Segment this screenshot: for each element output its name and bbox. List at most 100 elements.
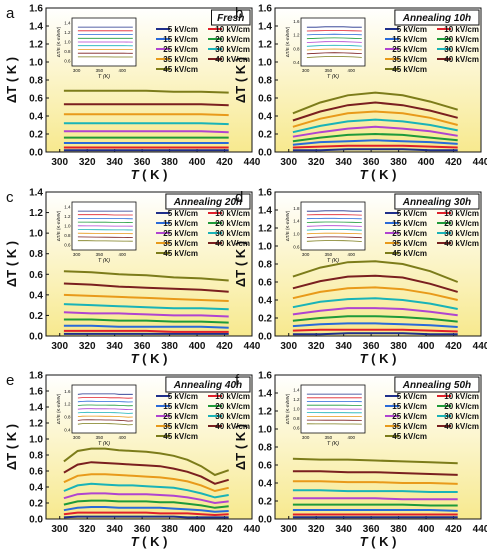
inset-x-axis-label: T (K) bbox=[327, 74, 339, 80]
x-tick-label: 340 bbox=[106, 524, 123, 535]
x-tick-label: 420 bbox=[216, 157, 233, 168]
y-tick-label: 0.2 bbox=[258, 497, 272, 508]
x-tick-label: 300 bbox=[280, 341, 297, 352]
inset-y-axis-label: ΔT/E (K·m/MV) bbox=[56, 210, 61, 241]
legend-label: 45 kV/cm bbox=[392, 249, 427, 258]
legend-label: 30 kV/cm bbox=[444, 229, 479, 238]
y-axis-label: ΔT ( K ) bbox=[233, 424, 248, 470]
y-tick-label: 1.2 bbox=[29, 208, 43, 219]
legend-label: 5 kV/cm bbox=[168, 209, 198, 218]
y-tick-label: 0.2 bbox=[258, 130, 272, 141]
inset-y-axis-label: ΔT/E (K·m/MV) bbox=[285, 210, 290, 241]
y-tick-label: 0.0 bbox=[258, 515, 272, 526]
x-tick-label: 400 bbox=[189, 341, 206, 352]
x-tick-label: 320 bbox=[308, 157, 325, 168]
x-tick-label: 420 bbox=[216, 341, 233, 352]
inset-x-tick-label: 350 bbox=[96, 252, 104, 257]
inset-series-line bbox=[78, 233, 133, 234]
inset-y-axis-label: ΔT/E (K·m/MV) bbox=[285, 26, 290, 57]
legend-label: 15 kV/cm bbox=[163, 402, 198, 411]
y-tick-label: 0.0 bbox=[29, 515, 43, 526]
legend-label: 35 kV/cm bbox=[163, 422, 198, 431]
x-tick-label: 400 bbox=[418, 157, 435, 168]
x-tick-label: 440 bbox=[244, 157, 261, 168]
y-tick-label: 1.0 bbox=[258, 58, 272, 69]
y-tick-label: 1.0 bbox=[258, 425, 272, 436]
panel-letter: b bbox=[235, 5, 243, 22]
legend-label: 10 kV/cm bbox=[444, 392, 479, 401]
legend-label: 10 kV/cm bbox=[444, 209, 479, 218]
inset-y-axis-label: ΔT/E (K·m/MV) bbox=[285, 393, 290, 424]
series-line-25kvcm bbox=[64, 131, 229, 132]
inset-x-tick-label: 400 bbox=[119, 435, 127, 440]
inset-y-tick-label: 0.4 bbox=[64, 427, 71, 432]
y-axis-label: ΔT ( K ) bbox=[4, 57, 19, 103]
inset-x-axis-label: T (K) bbox=[98, 258, 110, 264]
x-tick-label: 440 bbox=[244, 524, 261, 535]
inset-x-tick-label: 300 bbox=[73, 435, 81, 440]
inset-y-tick-label: 0.6 bbox=[293, 244, 300, 249]
legend-label: 25 kV/cm bbox=[163, 412, 198, 421]
inset-x-tick-label: 300 bbox=[302, 435, 310, 440]
legend-label: 10 kV/cm bbox=[444, 25, 479, 34]
legend-label: 45 kV/cm bbox=[163, 249, 198, 258]
series-line-5kvcm bbox=[293, 149, 458, 150]
legend-label: 25 kV/cm bbox=[392, 45, 427, 54]
y-tick-label: 0.0 bbox=[258, 332, 272, 343]
x-tick-label: 440 bbox=[473, 157, 487, 168]
x-axis-label: T ( K ) bbox=[131, 534, 168, 549]
y-axis-label: ΔT ( K ) bbox=[233, 241, 248, 287]
legend-label: 15 kV/cm bbox=[392, 219, 427, 228]
y-tick-label: 0.0 bbox=[258, 148, 272, 159]
inset-x-tick-label: 350 bbox=[96, 68, 104, 73]
series-line-5kvcm bbox=[293, 333, 458, 334]
y-tick-label: 0.6 bbox=[29, 467, 43, 478]
legend-label: 30 kV/cm bbox=[215, 412, 250, 421]
y-tick-label: 0.4 bbox=[29, 290, 43, 301]
y-tick-label: 0.2 bbox=[29, 499, 43, 510]
inset-y-tick-label: 1.2 bbox=[64, 402, 71, 407]
legend-label: 15 kV/cm bbox=[163, 35, 198, 44]
x-tick-label: 420 bbox=[216, 524, 233, 535]
inset-x-tick-label: 400 bbox=[348, 435, 356, 440]
y-tick-label: 0.6 bbox=[29, 270, 43, 281]
x-tick-label: 300 bbox=[51, 524, 68, 535]
inset-series-line bbox=[78, 230, 133, 231]
y-tick-label: 1.0 bbox=[29, 58, 43, 69]
inset-x-tick-label: 400 bbox=[348, 252, 356, 257]
legend-label: 30 kV/cm bbox=[215, 229, 250, 238]
x-tick-label: 440 bbox=[473, 524, 487, 535]
legend-label: 35 kV/cm bbox=[163, 239, 198, 248]
x-tick-label: 420 bbox=[445, 524, 462, 535]
y-tick-label: 0.6 bbox=[29, 94, 43, 105]
series-line-30kvcm bbox=[64, 123, 229, 124]
x-tick-label: 320 bbox=[308, 524, 325, 535]
inset-y-tick-label: 1.8 bbox=[293, 206, 300, 211]
legend-label: 5 kV/cm bbox=[397, 25, 427, 34]
inset-x-tick-label: 350 bbox=[325, 68, 333, 73]
y-tick-label: 0.8 bbox=[29, 76, 43, 87]
legend-label: 40 kV/cm bbox=[444, 239, 479, 248]
inset-x-tick-label: 300 bbox=[302, 252, 310, 257]
inset-x-tick-label: 300 bbox=[302, 68, 310, 73]
y-tick-label: 1.6 bbox=[29, 387, 43, 398]
y-tick-label: 1.4 bbox=[29, 188, 43, 199]
inset-y-tick-label: 1.2 bbox=[64, 214, 71, 219]
y-axis-label: ΔT ( K ) bbox=[4, 424, 19, 470]
inset-x-tick-label: 350 bbox=[325, 435, 333, 440]
inset-x-tick-label: 400 bbox=[119, 252, 127, 257]
legend-label: 25 kV/cm bbox=[163, 229, 198, 238]
y-tick-label: 0.4 bbox=[29, 112, 43, 123]
inset-y-tick-label: 1.6 bbox=[293, 19, 300, 24]
y-tick-label: 0.6 bbox=[258, 94, 272, 105]
series-line-20kvcm bbox=[293, 505, 458, 506]
inset-y-tick-label: 1.4 bbox=[293, 387, 300, 392]
x-tick-label: 340 bbox=[335, 157, 352, 168]
y-tick-label: 1.0 bbox=[29, 435, 43, 446]
